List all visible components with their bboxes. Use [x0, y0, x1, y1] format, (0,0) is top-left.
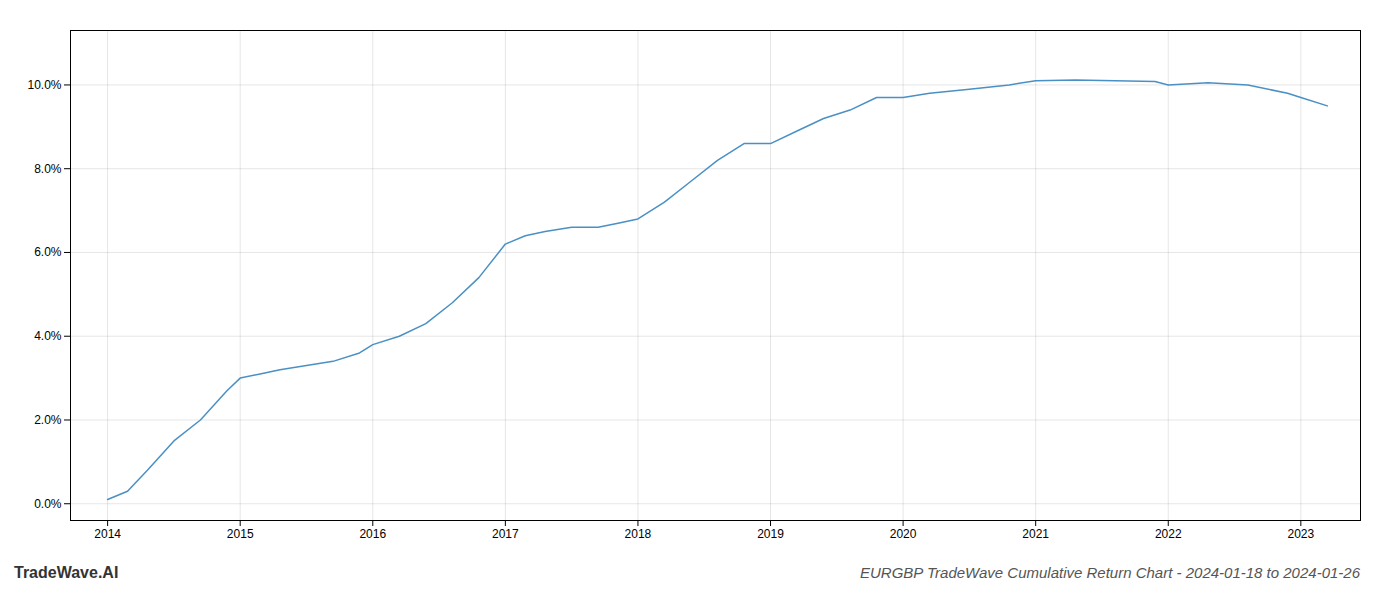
svg-text:2022: 2022	[1155, 527, 1182, 541]
svg-text:2014: 2014	[94, 527, 121, 541]
svg-text:8.0%: 8.0%	[34, 162, 62, 176]
svg-text:2019: 2019	[757, 527, 784, 541]
html-text:EURGBP TradeWave Cumulative Re: EURGBP TradeWave Cumulative Return Chart…	[860, 564, 1360, 581]
html-text:TradeWave.AI: TradeWave.AI	[14, 564, 119, 581]
svg-text:6.0%: 6.0%	[34, 245, 62, 259]
svg-text:4.0%: 4.0%	[34, 329, 62, 343]
svg-text:2020: 2020	[890, 527, 917, 541]
svg-text:2017: 2017	[492, 527, 519, 541]
svg-text:2.0%: 2.0%	[34, 413, 62, 427]
svg-text:2016: 2016	[359, 527, 386, 541]
svg-text:10.0%: 10.0%	[27, 78, 61, 92]
svg-text:0.0%: 0.0%	[34, 497, 62, 511]
svg-text:2023: 2023	[1287, 527, 1314, 541]
svg-text:2018: 2018	[625, 527, 652, 541]
svg-text:2021: 2021	[1022, 527, 1049, 541]
svg-text:2015: 2015	[227, 527, 254, 541]
